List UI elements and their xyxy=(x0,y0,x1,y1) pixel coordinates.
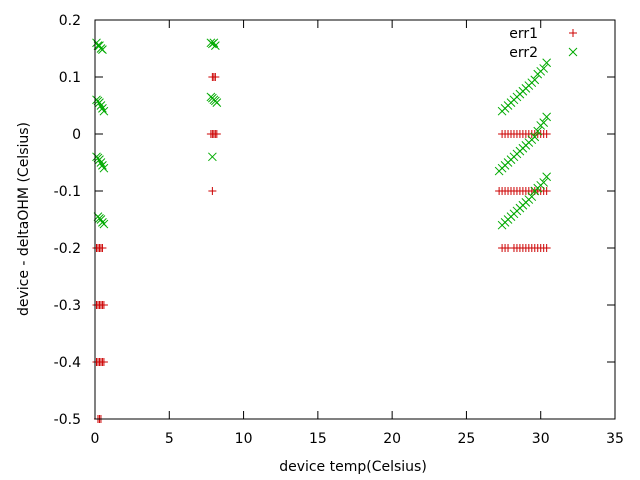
err2-point xyxy=(530,132,540,142)
err2-point xyxy=(542,172,552,182)
err2-point xyxy=(530,75,540,85)
err1-point xyxy=(542,130,551,138)
err1-point xyxy=(208,187,217,195)
x-tick-label: 0 xyxy=(91,431,100,447)
x-tick-label: 35 xyxy=(606,431,624,447)
err2-point xyxy=(533,126,543,136)
y-tick-label: 0.1 xyxy=(59,70,81,86)
err2-point xyxy=(98,160,107,170)
ticks-layer: 0 5 10 15 20 25 30 35 -0.5 -0.4 -0.3 -0.2 -0.1 0 0.1 0.… xyxy=(54,13,624,447)
err2-point xyxy=(209,38,219,48)
err1-point xyxy=(98,244,107,252)
err1-point xyxy=(542,244,551,252)
err2-point xyxy=(98,45,107,54)
points-layer xyxy=(92,38,552,423)
legend-label: err2 xyxy=(509,45,538,61)
y-tick-label: 0.2 xyxy=(59,13,81,29)
err2-point xyxy=(96,101,106,110)
y-tick-label: -0.2 xyxy=(54,241,81,257)
err1-point xyxy=(542,187,551,195)
err1-point xyxy=(211,73,220,81)
y-axis-label: device - deltaOHM (Celsius) xyxy=(16,122,32,316)
err2-point xyxy=(539,118,549,127)
err1-point xyxy=(212,130,221,138)
plot-frame xyxy=(94,19,616,420)
err1-point xyxy=(99,358,108,366)
legend-marker xyxy=(569,29,577,37)
legend-label: err1 xyxy=(509,26,538,42)
err2-point xyxy=(539,64,549,73)
err2-point xyxy=(210,41,220,51)
err2-point xyxy=(212,98,222,108)
err2-point xyxy=(95,155,104,165)
x-tick-label: 15 xyxy=(309,431,327,447)
err2-point xyxy=(542,112,552,122)
err2-point xyxy=(542,58,552,68)
legend-item-err1: err1 xyxy=(509,26,577,42)
err2-point xyxy=(99,163,109,173)
err2-point xyxy=(208,152,217,162)
err2-point xyxy=(99,219,109,229)
x-axis-label: device temp(Celsius) xyxy=(279,459,427,475)
series-err1 xyxy=(92,73,551,423)
x-tick-label: 5 xyxy=(165,431,174,447)
err2-point xyxy=(96,215,106,224)
x-tick-label: 30 xyxy=(532,431,550,447)
err1-point xyxy=(99,301,108,309)
err2-point xyxy=(95,41,104,51)
y-tick-label: 0 xyxy=(72,127,81,143)
legend-marker xyxy=(568,47,578,57)
x-tick-label: 10 xyxy=(235,431,253,447)
err2-point xyxy=(96,158,106,167)
err2-point xyxy=(527,192,537,202)
err2-point xyxy=(98,103,107,113)
legend: err1 err2 xyxy=(509,26,578,61)
y-tick-label: -0.4 xyxy=(54,355,81,371)
err2-point xyxy=(539,178,549,187)
y-tick-label: -0.1 xyxy=(54,184,81,200)
y-tick-label: -0.3 xyxy=(54,298,81,314)
series-err2 xyxy=(92,38,552,230)
err2-point xyxy=(95,98,104,108)
y-tick-label: -0.5 xyxy=(54,412,81,428)
legend-item-err2: err2 xyxy=(509,45,578,61)
x-tick-label: 20 xyxy=(383,431,401,447)
x-tick-label: 25 xyxy=(458,431,476,447)
err2-point xyxy=(99,106,109,116)
